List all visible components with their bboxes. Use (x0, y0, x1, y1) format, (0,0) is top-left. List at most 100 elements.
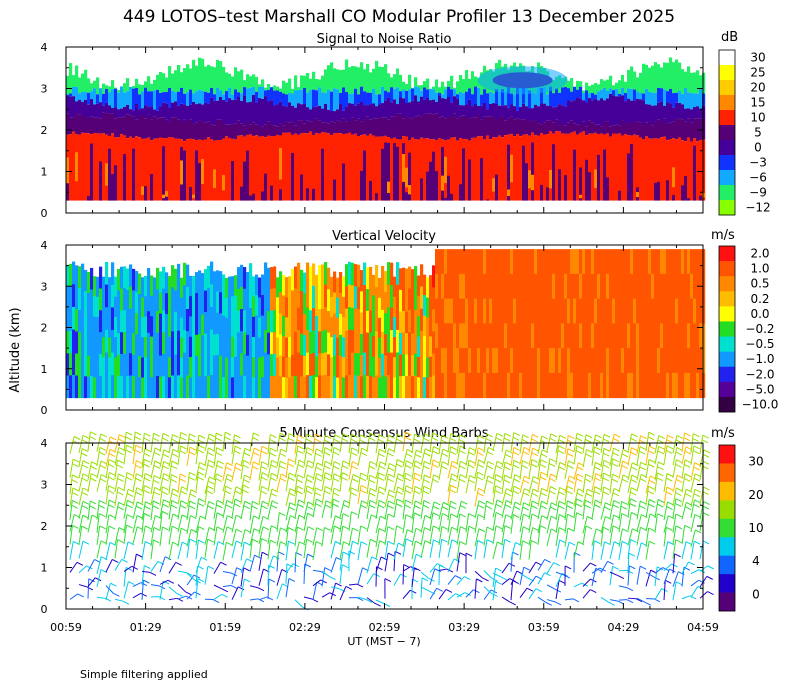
wind-barb (464, 576, 471, 580)
wind-barb (87, 514, 93, 533)
wind-barb (117, 459, 124, 464)
vv-cell (96, 317, 100, 338)
wind-barb (483, 461, 489, 480)
wind-barb (207, 505, 214, 510)
wind-barb (162, 465, 169, 470)
snr-cell (120, 108, 124, 118)
wind-barb (600, 434, 605, 453)
wind-barb (162, 432, 170, 437)
snr-cell (492, 137, 496, 201)
wind-barb (378, 472, 385, 477)
vv-cell (600, 348, 604, 374)
wind-barb (323, 451, 331, 456)
x-tick-label: 04:29 (608, 621, 640, 634)
wind-barb (294, 434, 299, 455)
snr-cell (399, 97, 403, 114)
wind-barb (699, 435, 704, 455)
wind-barb (496, 541, 504, 546)
snr-cell (159, 71, 163, 93)
snr-cell (459, 184, 463, 201)
snr-cell (477, 87, 481, 106)
snr-cell (123, 83, 127, 93)
vv-cell (114, 316, 118, 338)
snr-cell (432, 99, 436, 115)
wind-barb (577, 466, 584, 471)
snr-cell (306, 92, 310, 108)
vv-cell (663, 298, 667, 324)
snr-cell (456, 98, 460, 119)
vv-cell (303, 376, 307, 399)
snr-cell (570, 91, 574, 102)
snr-cell (315, 106, 319, 119)
snr-cell (639, 72, 643, 93)
snr-cell (657, 138, 661, 201)
snr-cell (576, 124, 580, 135)
snr-cell (651, 59, 655, 66)
vv-cell (204, 354, 208, 377)
vv-cell (177, 286, 181, 309)
wind-barb (321, 592, 331, 598)
vv-cell (255, 336, 259, 358)
vv-cell (414, 309, 418, 333)
vv-cell (111, 375, 115, 399)
wind-barb (439, 564, 446, 569)
vv-cell (309, 353, 313, 377)
wind-barb (225, 485, 232, 490)
snr-cell (636, 91, 640, 99)
wind-barb (396, 463, 403, 468)
vv-cell (504, 298, 508, 324)
wind-barb (164, 556, 172, 561)
vv-cell (687, 348, 691, 374)
vv-cell (411, 354, 415, 377)
snr-cell (672, 195, 676, 201)
vv-cell (426, 297, 430, 319)
wind-barb (188, 451, 196, 456)
snr-cell (216, 119, 220, 141)
wind-barb (512, 551, 519, 556)
wind-barb (422, 490, 430, 495)
snr-cell (246, 102, 250, 121)
snr-cell (438, 81, 442, 88)
vv-cell (336, 357, 340, 379)
vv-cell (123, 288, 127, 311)
vv-cell (420, 264, 424, 288)
snr-cell (645, 104, 649, 123)
wind-barb (545, 601, 552, 606)
vv-cell (534, 273, 538, 300)
wind-barb (402, 538, 407, 558)
vv-cell (159, 355, 163, 378)
snr-cell (294, 107, 298, 126)
wind-barb (179, 504, 187, 509)
snr-cell (138, 115, 142, 138)
snr-cell (438, 117, 442, 139)
vv-cell (519, 348, 523, 374)
vv-cell (111, 307, 115, 331)
wind-barb (612, 458, 619, 463)
wind-barb (321, 461, 326, 480)
wind-barb (591, 473, 597, 492)
snr-cell (156, 118, 160, 139)
snr-cell (648, 67, 652, 92)
snr-cell (447, 97, 451, 117)
snr-cell (150, 91, 154, 107)
vv-cell (639, 298, 643, 324)
snr-cell (81, 115, 85, 133)
snr-cell (162, 102, 166, 118)
snr-cell (693, 93, 697, 108)
vv-cell (273, 375, 277, 399)
wind-barb (132, 445, 136, 465)
vv-cell (627, 348, 631, 374)
vv-cell (423, 336, 427, 358)
wind-barb (628, 552, 636, 557)
vv-cell (450, 323, 454, 349)
vv-cell (198, 334, 202, 356)
wind-barb (150, 539, 154, 560)
vv-cell (591, 372, 595, 399)
vv-cell (111, 262, 115, 286)
vv-cell (582, 298, 586, 324)
wind-barb (658, 435, 665, 440)
colorbar-swatch (719, 481, 735, 501)
vv-cell (309, 288, 313, 311)
snr-cell (417, 87, 421, 102)
